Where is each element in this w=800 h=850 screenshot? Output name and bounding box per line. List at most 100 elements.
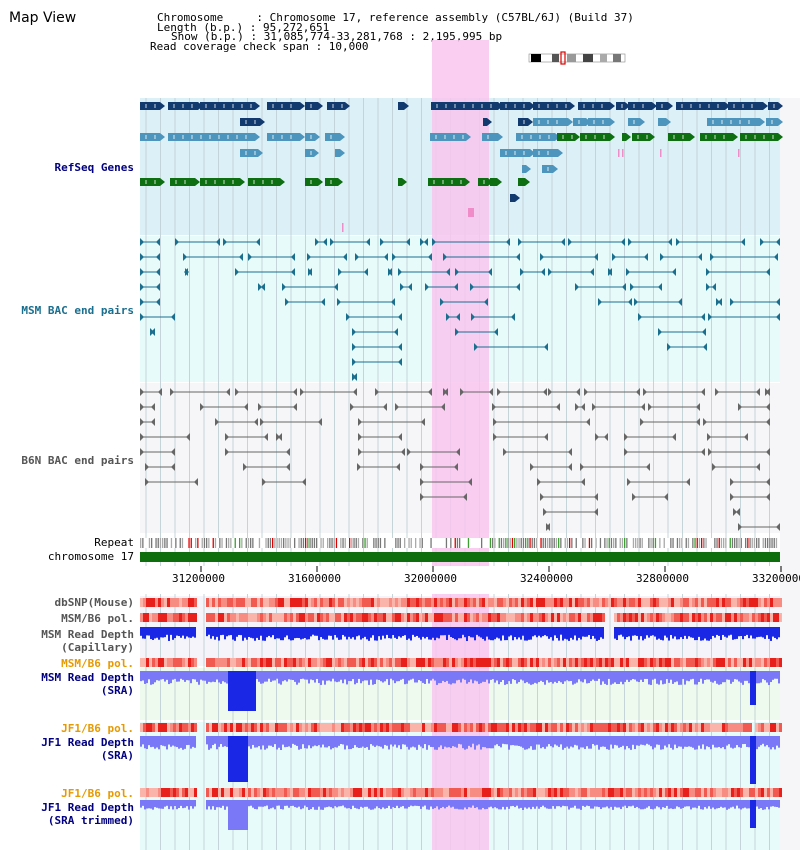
refseq-genes[interactable]	[140, 102, 783, 232]
depth-bar	[568, 627, 570, 641]
track-label-msm-b6-pol-capillary[interactable]: MSM/B6 pol.	[61, 612, 134, 625]
gene-arrow	[402, 178, 407, 186]
depth-bar	[726, 627, 728, 638]
heatmap-cell	[266, 788, 269, 797]
heatmap-cell	[581, 788, 584, 797]
bac-end-marker	[556, 403, 560, 411]
track-label-refseq[interactable]: RefSeq Genes	[54, 161, 134, 174]
gene-arrow	[528, 118, 533, 126]
depth-bar	[682, 800, 684, 809]
repeat-element	[514, 538, 516, 548]
depth-bar	[656, 671, 658, 684]
track-label-dbsnp[interactable]: dbSNP(Mouse)	[54, 596, 134, 609]
heatmap-cell	[632, 788, 635, 797]
repeat-track[interactable]	[140, 538, 778, 548]
repeat-element	[767, 538, 769, 548]
heatmap-cell	[338, 598, 341, 607]
heatmap-cell	[374, 658, 377, 667]
depth-bar	[152, 627, 154, 641]
depth-bar	[724, 671, 726, 683]
depth-bar	[422, 627, 424, 637]
depth-bar	[156, 671, 158, 681]
depth-bar	[516, 671, 518, 684]
depth-bar	[642, 671, 644, 682]
heatmap-cell	[407, 613, 410, 622]
read-depth-tracks[interactable]	[140, 627, 780, 830]
depth-bar	[588, 627, 590, 636]
track-label-jf1-depth-2[interactable]: JF1 Read Depth	[41, 801, 134, 814]
bac-end-marker	[239, 253, 243, 261]
bac-end-marker	[343, 253, 347, 261]
depth-bar	[582, 800, 584, 806]
repeat-element	[450, 538, 452, 548]
heatmap-cell	[467, 598, 470, 607]
track-label-msm-depth-sra[interactable]: MSM Read Depth	[41, 671, 134, 684]
heatmap-cell	[725, 613, 728, 622]
depth-bar	[658, 800, 660, 808]
track-label-jf1-depth-1[interactable]: JF1 Read Depth	[41, 736, 134, 749]
repeat-element	[533, 538, 536, 548]
gene-block	[327, 102, 345, 110]
polymorphism-heatmaps[interactable]	[140, 598, 782, 797]
heatmap-cell	[656, 788, 659, 797]
heatmap-cell	[443, 613, 446, 622]
track-label-b6n-bac[interactable]: B6N BAC end pairs	[21, 454, 134, 467]
msm-bac-pairs[interactable]	[140, 238, 780, 381]
repeat-element	[509, 538, 511, 548]
track-label-msm-depth-capillary[interactable]: MSM Read Depth	[41, 628, 134, 641]
depth-bar	[642, 627, 644, 641]
track-label-jf1-b6-pol-1[interactable]: JF1/B6 pol.	[61, 722, 134, 735]
depth-bar	[226, 627, 228, 637]
depth-bar	[748, 671, 750, 684]
repeat-element	[745, 538, 747, 548]
chromosome-bar[interactable]	[140, 552, 780, 562]
depth-bar	[548, 671, 550, 683]
heatmap-cell	[188, 598, 191, 607]
depth-bar	[626, 736, 628, 747]
depth-bar	[280, 671, 282, 685]
depth-bar	[606, 736, 608, 750]
heatmap-cell	[653, 723, 656, 732]
depth-bar	[144, 800, 146, 810]
depth-bar	[624, 736, 626, 750]
depth-bar	[410, 736, 412, 748]
heatmap-cell	[506, 613, 509, 622]
heatmap-cell	[590, 613, 593, 622]
depth-bar	[212, 736, 214, 745]
bac-end-marker	[580, 463, 584, 471]
track-label-msm-bac[interactable]: MSM BAC end pairs	[21, 304, 134, 317]
depth-bar	[680, 627, 682, 638]
depth-bar	[552, 671, 554, 684]
depth-bar	[218, 736, 220, 747]
b6n-bac-pairs[interactable]	[140, 388, 780, 531]
depth-bar	[526, 627, 528, 641]
chromosome-ideogram[interactable]	[528, 51, 626, 65]
heatmap-cell	[476, 613, 479, 622]
bac-end-marker	[420, 238, 424, 246]
depth-bar	[624, 627, 626, 640]
depth-bar	[700, 800, 702, 810]
highlight-region[interactable]	[432, 40, 489, 850]
bac-end-marker	[776, 298, 780, 306]
heatmap-cell	[671, 613, 674, 622]
heatmap-cell	[563, 598, 566, 607]
depth-bar	[634, 671, 636, 680]
depth-bar	[292, 736, 294, 744]
depth-bar	[222, 736, 224, 747]
track-label-jf1-b6-pol-2[interactable]: JF1/B6 pol.	[61, 787, 134, 800]
depth-bar	[448, 671, 450, 684]
bac-end-marker	[216, 238, 220, 246]
heatmap-cell	[548, 788, 551, 797]
depth-bar	[564, 627, 566, 639]
depth-bar	[706, 800, 708, 809]
track-label-msm-b6-pol-sra[interactable]: MSM/B6 pol.	[61, 657, 134, 670]
depth-bar	[220, 671, 222, 684]
depth-bar	[472, 671, 474, 684]
heatmap-cell	[368, 613, 371, 622]
bac-end-marker	[395, 403, 399, 411]
ideogram-position-marker	[560, 51, 566, 65]
depth-bar	[716, 671, 718, 684]
heatmap-cell	[269, 723, 272, 732]
heatmap-cell	[164, 658, 167, 667]
